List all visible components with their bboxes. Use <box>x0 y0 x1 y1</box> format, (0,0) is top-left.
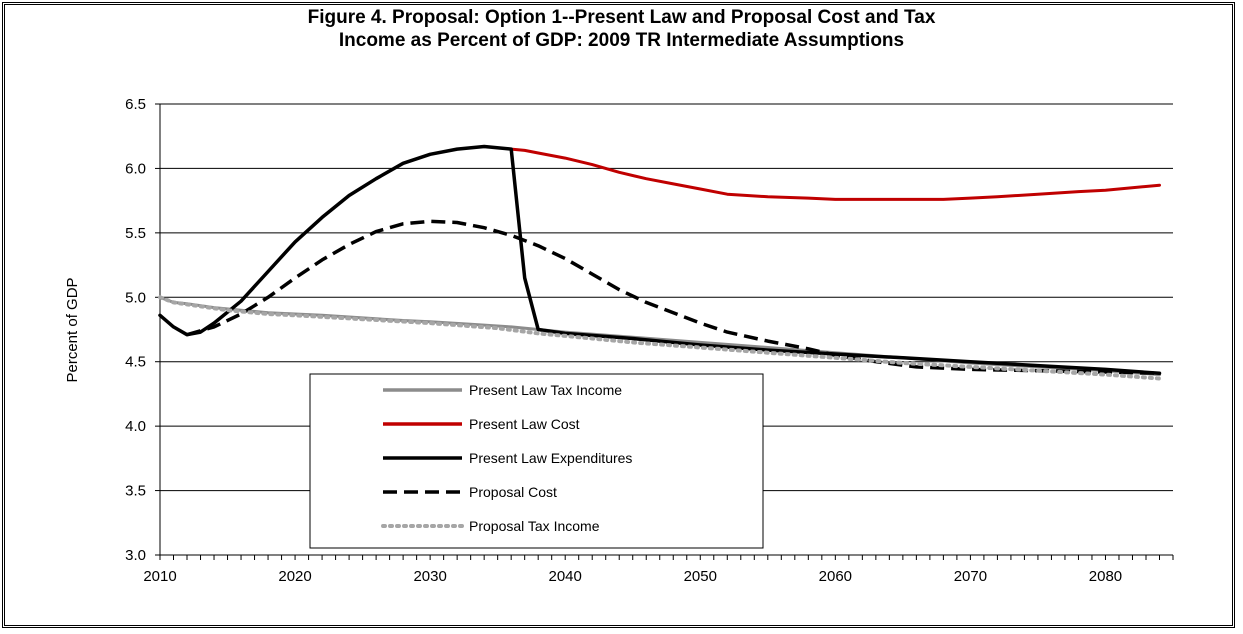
x-tick-label-4: 2050 <box>684 568 717 585</box>
series-line-2 <box>158 144 1162 376</box>
y-tick-label-3: 4.5 <box>125 354 146 371</box>
x-tick-label-1: 2020 <box>278 568 311 585</box>
chart-title-line-1: Figure 4. Proposal: Option 1--Present La… <box>307 7 936 28</box>
series-line-1 <box>509 147 1161 201</box>
y-tick-label-0: 3.0 <box>125 547 146 564</box>
y-axis-label: Percent of GDP <box>64 277 81 382</box>
x-tick-label-7: 2080 <box>1089 568 1122 585</box>
y-tick-label-4: 5.0 <box>125 289 146 306</box>
x-tick-labels: 2010 2020 2030 2040 2050 2060 2070 2080 <box>143 568 1122 585</box>
y-tick-labels: 3.0 3.5 4.0 4.5 5.0 5.5 6.0 6.5 <box>125 96 146 564</box>
chart-title-line-2: Income as Percent of GDP: 2009 TR Interm… <box>338 30 905 51</box>
y-tick-label-2: 4.0 <box>125 418 146 435</box>
legend: Present Law Tax Income Present Law Cost Pr… <box>309 373 764 549</box>
legend-label-1: Present Law Cost <box>469 416 580 432</box>
legend-label-3: Proposal Cost <box>469 484 557 500</box>
series-line-4 <box>158 295 1162 381</box>
y-tick-label-7: 6.5 <box>125 96 146 113</box>
chart-frame <box>2 2 1235 628</box>
series-line-3 <box>186 219 1160 376</box>
legend-label-2: Present Law Expenditures <box>469 450 632 466</box>
legend-box <box>309 373 764 549</box>
x-tick-label-5: 2060 <box>819 568 852 585</box>
legend-label-4: Proposal Tax Income <box>469 518 600 534</box>
y-tick-label-5: 5.5 <box>125 225 146 242</box>
chart-title: Figure 4. Proposal: Option 1--Present La… <box>0 6 1243 52</box>
y-tick-label-1: 3.5 <box>125 483 146 500</box>
x-tick-label-3: 2040 <box>549 568 582 585</box>
x-tick-label-0: 2010 <box>143 568 176 585</box>
y-tick-label-6: 6.0 <box>125 160 146 177</box>
legend-label-0: Present Law Tax Income <box>469 382 622 398</box>
axes <box>155 103 1174 560</box>
x-tick-label-6: 2070 <box>954 568 987 585</box>
x-tick-label-2: 2030 <box>413 568 446 585</box>
data-series <box>158 144 1162 381</box>
